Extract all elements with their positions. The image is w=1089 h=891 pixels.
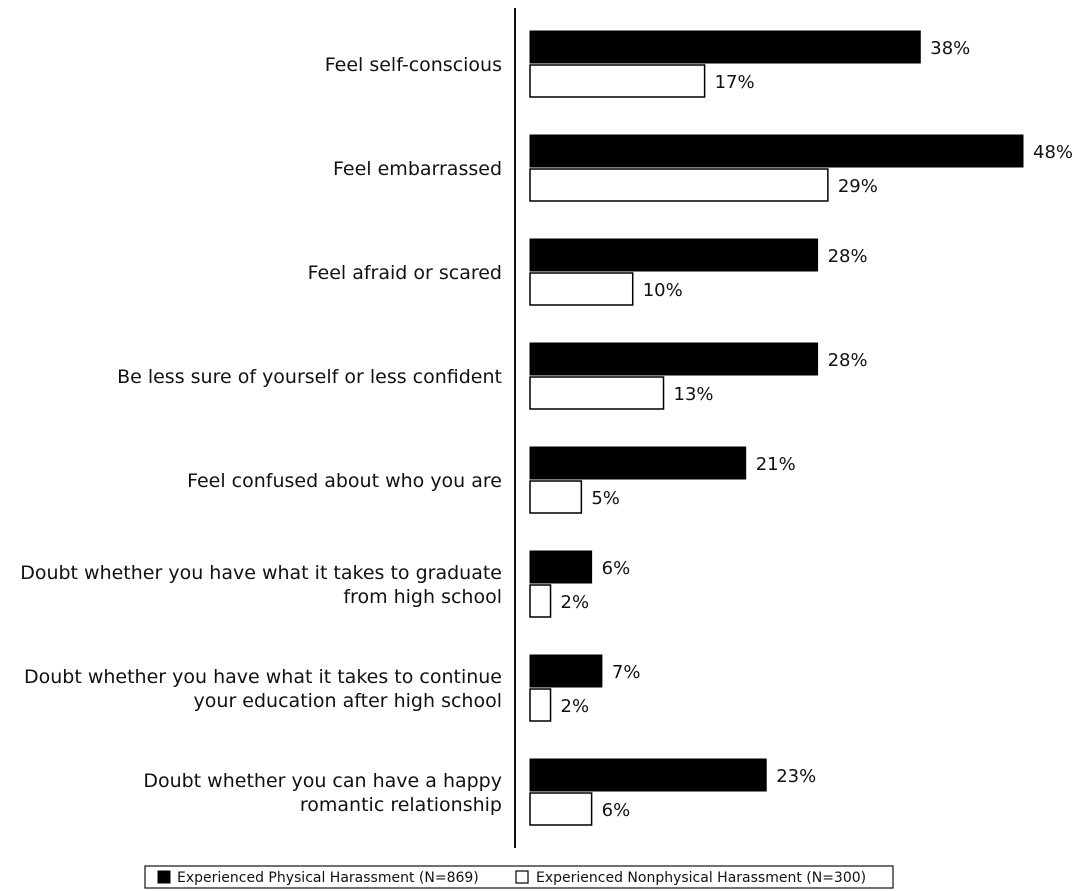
nonphysical-value-label-2: 10% [643,280,683,301]
nonphysical-bar-1 [529,168,829,202]
category-label-5-line-0: Doubt whether you have what it takes to … [20,562,502,584]
physical-value-label-6: 7% [612,662,641,683]
physical-bar-1 [529,134,1024,168]
physical-value-label-5: 6% [602,558,631,579]
bars-layer: 38% 17% 48% 29% 28% 10% 28% 13% 21% 5% 6% 2% 7% 2% 23%… [529,30,1073,826]
category-label-0: Feel self-conscious [325,54,502,76]
category-label-7-line-0: Doubt whether you can have a happy [143,770,502,792]
nonphysical-bar-7 [529,792,593,826]
nonphysical-value-label-7: 6% [602,800,631,821]
legend-swatch-physical [157,870,171,884]
nonphysical-bar-6 [529,688,552,722]
physical-bar-2 [529,238,819,272]
category-label-7-line-1: romantic relationship [300,794,502,816]
nonphysical-value-label-3: 13% [674,384,714,405]
physical-value-label-1: 48% [1033,142,1073,163]
category-label-5-line-1: from high school [343,586,502,608]
legend-label-nonphysical: Experienced Nonphysical Harassment (N=30… [536,870,866,886]
nonphysical-value-label-1: 29% [838,176,878,197]
legend-label-physical: Experienced Physical Harassment (N=869) [177,870,479,886]
physical-bar-0 [529,30,921,64]
nonphysical-value-label-4: 5% [591,488,620,509]
nonphysical-bar-0 [529,64,706,98]
physical-value-label-4: 21% [756,454,796,475]
category-label-2: Feel afraid or scared [308,262,502,284]
nonphysical-bar-2 [529,272,634,306]
legend: Experienced Physical Harassment (N=869) … [144,865,894,889]
nonphysical-bar-4 [529,480,583,514]
category-label-4: Feel confused about who you are [187,470,502,492]
category-label-3: Be less sure of yourself or less confide… [117,366,502,388]
category-label-1: Feel embarrassed [333,158,502,180]
category-label-6-line-0: Doubt whether you have what it takes to … [24,666,502,688]
nonphysical-value-label-5: 2% [561,592,590,613]
physical-bar-3 [529,342,819,376]
legend-swatch-nonphysical [515,870,529,884]
physical-bar-5 [529,550,593,584]
physical-bar-7 [529,758,767,792]
physical-value-label-2: 28% [828,246,868,267]
physical-value-label-0: 38% [930,38,970,59]
nonphysical-bar-3 [529,376,665,410]
category-labels: Feel self-conscious Feel embarrassed Feel … [20,54,502,816]
physical-bar-4 [529,446,747,480]
physical-value-label-7: 23% [776,766,816,787]
physical-bar-6 [529,654,603,688]
nonphysical-value-label-6: 2% [561,696,590,717]
category-label-6-line-1: your education after high school [194,690,502,712]
nonphysical-bar-5 [529,584,552,618]
physical-value-label-3: 28% [828,350,868,371]
nonphysical-value-label-0: 17% [715,72,755,93]
